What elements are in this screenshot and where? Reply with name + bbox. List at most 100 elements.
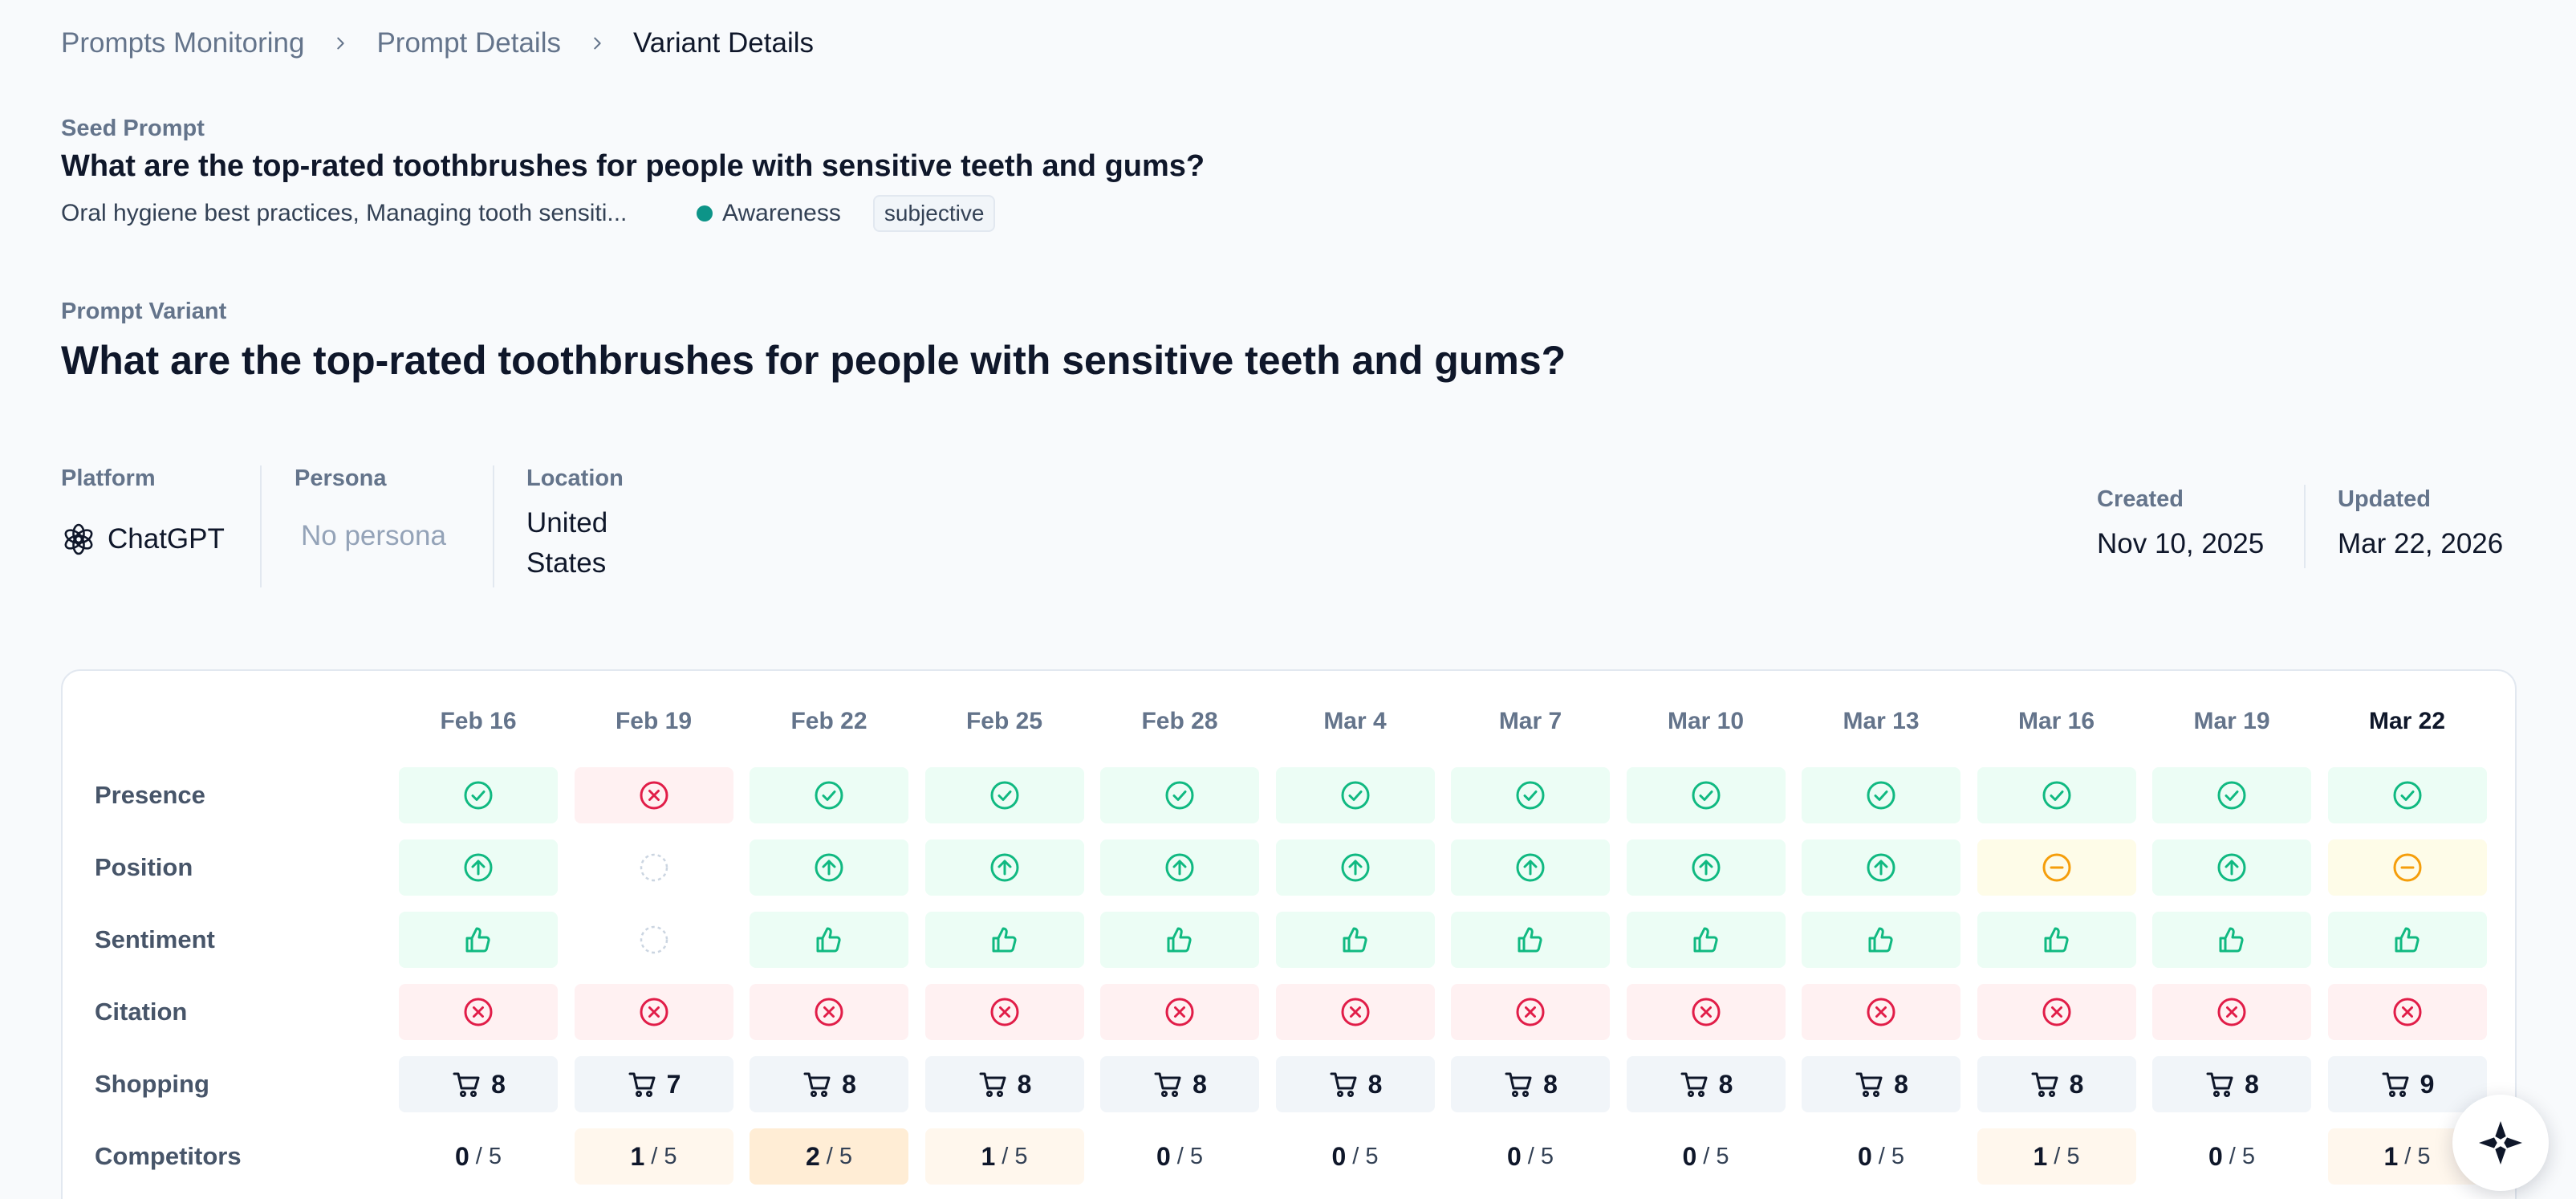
competitors-cell[interactable]: 0/ 5 (399, 1128, 558, 1185)
presence-cell[interactable] (1802, 767, 1960, 823)
citation-cell[interactable] (1100, 984, 1259, 1040)
citation-cell[interactable] (574, 984, 733, 1040)
updated-label: Updated (2338, 486, 2431, 512)
arrow-up-circle-icon (1514, 851, 1546, 884)
position-cell[interactable] (1977, 839, 2136, 896)
sentiment-cell[interactable] (1626, 912, 1786, 968)
sentiment-cell[interactable] (1100, 912, 1259, 968)
shopping-cell[interactable]: 8 (1100, 1056, 1259, 1112)
shopping-cell[interactable]: 8 (1977, 1056, 2136, 1112)
citation-cell[interactable] (2327, 984, 2487, 1040)
presence-cell[interactable] (1275, 767, 1435, 823)
thumbs-up-icon (989, 924, 1021, 956)
sentiment-cell[interactable] (575, 912, 733, 968)
shopping-cart-icon (1854, 1068, 1886, 1100)
shopping-cart-icon (802, 1068, 834, 1100)
citation-cell[interactable] (1275, 984, 1435, 1040)
shopping-cell[interactable]: 9 (2327, 1056, 2487, 1112)
competitors-cell[interactable]: 0/ 5 (2152, 1128, 2311, 1185)
sentiment-cell[interactable] (399, 912, 558, 968)
citation-cell[interactable] (1626, 984, 1786, 1040)
assistant-fab-button[interactable] (2452, 1095, 2549, 1191)
competitors-cell[interactable]: 0/ 5 (1276, 1128, 1435, 1185)
sentiment-cell[interactable] (1977, 912, 2136, 968)
citation-cell[interactable] (750, 984, 908, 1040)
position-cell[interactable] (2152, 839, 2311, 896)
presence-cell[interactable] (2152, 767, 2311, 823)
competitors-cell[interactable]: 0/ 5 (1802, 1128, 1960, 1185)
sentiment-cell[interactable] (2152, 912, 2311, 968)
shopping-cell[interactable]: 7 (574, 1056, 733, 1112)
sentiment-cell[interactable] (2327, 912, 2487, 968)
shopping-count: 8 (1543, 1069, 1558, 1099)
competitors-count: 1 (981, 1141, 996, 1171)
citation-cell[interactable] (1977, 984, 2136, 1040)
shopping-cell[interactable]: 8 (1802, 1056, 1960, 1112)
competitors-cell[interactable]: 0/ 5 (1627, 1128, 1786, 1185)
sentiment-cell[interactable] (924, 912, 1084, 968)
shopping-cell[interactable]: 8 (399, 1056, 558, 1112)
presence-cell[interactable] (2327, 767, 2487, 823)
position-cell[interactable] (1802, 839, 1960, 896)
position-cell[interactable] (750, 839, 908, 896)
position-cell[interactable] (1626, 839, 1786, 896)
presence-cell[interactable] (574, 767, 733, 823)
competitors-total: / 5 (2229, 1143, 2256, 1169)
competitors-cell[interactable]: 0/ 5 (1100, 1128, 1259, 1185)
position-cell[interactable] (399, 839, 558, 896)
check-circle-icon (989, 779, 1021, 811)
position-cell[interactable] (1451, 839, 1610, 896)
presence-cell[interactable] (750, 767, 908, 823)
presence-cell[interactable] (1100, 767, 1259, 823)
sentiment-cell[interactable] (1275, 912, 1435, 968)
prompt-variant-label: Prompt Variant (61, 299, 227, 324)
competitors-count: 1 (630, 1141, 645, 1171)
shopping-cell[interactable]: 8 (2152, 1056, 2311, 1112)
shopping-cell[interactable]: 8 (1451, 1056, 1610, 1112)
shopping-cell[interactable]: 8 (1275, 1056, 1435, 1112)
competitors-cell[interactable]: 2/ 5 (750, 1128, 908, 1185)
presence-cell[interactable] (1977, 767, 2136, 823)
citation-cell[interactable] (1802, 984, 1960, 1040)
position-cell[interactable] (924, 839, 1084, 896)
competitors-cell[interactable]: 1/ 5 (924, 1128, 1084, 1185)
sentiment-cell[interactable] (750, 912, 908, 968)
presence-cell[interactable] (924, 767, 1084, 823)
position-cell[interactable] (575, 839, 733, 896)
position-cell[interactable] (2327, 839, 2487, 896)
sentiment-cell[interactable] (1802, 912, 1960, 968)
citation-cell[interactable] (2152, 984, 2311, 1040)
arrow-up-circle-icon (1690, 851, 1722, 884)
shopping-cell[interactable]: 8 (1626, 1056, 1786, 1112)
arrow-up-circle-icon (1339, 851, 1371, 884)
competitors-count: 1 (2383, 1141, 2399, 1171)
sentiment-cell[interactable] (1451, 912, 1610, 968)
presence-cell[interactable] (1451, 767, 1610, 823)
check-circle-icon (462, 779, 494, 811)
stage-dot-icon (697, 205, 713, 222)
competitors-cell[interactable]: 0/ 5 (1451, 1128, 1610, 1185)
position-cell[interactable] (1275, 839, 1435, 896)
presence-cell[interactable] (399, 767, 558, 823)
competitors-count: 0 (1331, 1141, 1347, 1171)
row-label-citation: Citation (95, 998, 188, 1026)
shopping-count: 8 (1718, 1069, 1733, 1099)
presence-cell[interactable] (1626, 767, 1786, 823)
citation-cell[interactable] (924, 984, 1084, 1040)
shopping-cell[interactable]: 8 (750, 1056, 908, 1112)
competitors-count: 0 (2208, 1141, 2223, 1171)
row-label-competitors: Competitors (95, 1142, 242, 1170)
breadcrumb-prompts-monitoring[interactable]: Prompts Monitoring (61, 27, 305, 59)
seed-topics: Oral hygiene best practices, Managing to… (61, 200, 628, 226)
position-cell[interactable] (1100, 839, 1259, 896)
competitors-cell[interactable]: 1/ 5 (1977, 1128, 2136, 1185)
competitors-cell[interactable]: 1/ 5 (574, 1128, 733, 1185)
citation-cell[interactable] (399, 984, 558, 1040)
competitors-count: 0 (1506, 1141, 1522, 1171)
seed-stage: Awareness (722, 200, 841, 226)
shopping-cart-icon (1503, 1068, 1535, 1100)
breadcrumb-prompt-details[interactable]: Prompt Details (376, 27, 561, 59)
citation-cell[interactable] (1451, 984, 1610, 1040)
shopping-cell[interactable]: 8 (924, 1056, 1084, 1112)
check-circle-icon (1339, 779, 1371, 811)
